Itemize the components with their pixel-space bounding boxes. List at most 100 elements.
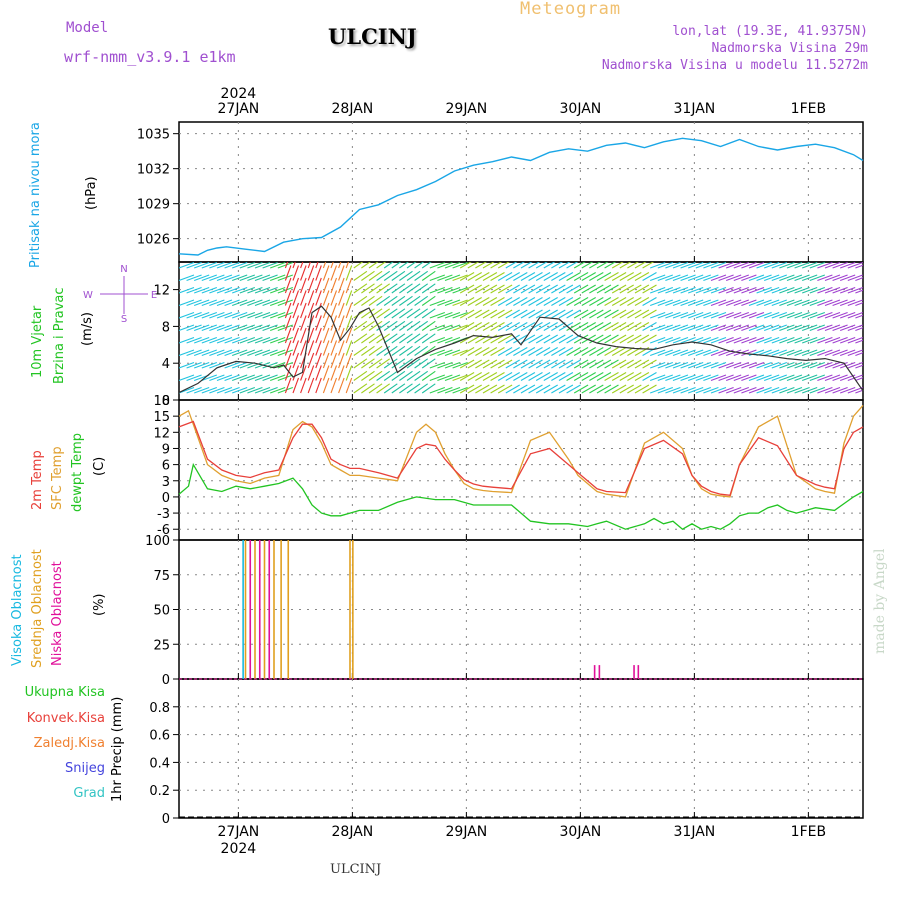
wind-barb [414, 358, 429, 369]
wind-barb [824, 262, 841, 269]
wind-barb [247, 349, 263, 357]
wind-barb [437, 386, 453, 394]
wind-barb [832, 324, 848, 332]
wind-barb [596, 359, 612, 369]
wind-barb [444, 349, 461, 357]
wind-barb [680, 324, 696, 332]
wind-barb [794, 262, 810, 269]
wind-barb [284, 290, 292, 306]
wind-barb [726, 374, 742, 382]
wind-barb [497, 359, 513, 369]
wind-barb [634, 322, 650, 331]
wind-barb [688, 262, 704, 269]
wind-barb [786, 374, 803, 382]
wind-barb [786, 311, 803, 319]
wind-barb [710, 311, 727, 319]
wind-barb [657, 311, 673, 319]
wind-barb [627, 359, 642, 369]
wind-barb [528, 372, 543, 381]
wind-barb [239, 262, 255, 269]
wind-barb [490, 284, 505, 294]
wind-barb [657, 274, 673, 282]
wind-barb [619, 372, 634, 381]
wind-barb [277, 336, 293, 344]
wind-barb [657, 374, 673, 382]
wind-barb [383, 370, 398, 381]
wind-barb [726, 361, 742, 369]
wind-barb [779, 336, 795, 344]
wind-barb [194, 274, 210, 282]
wind-barb [186, 286, 202, 294]
wind-barb [444, 311, 461, 319]
wind-barb [589, 297, 604, 306]
wind-barb [497, 284, 513, 294]
wind-barb [756, 274, 772, 282]
wind-barb [748, 274, 765, 282]
wind-barb [383, 295, 398, 306]
wind-barb [353, 320, 368, 331]
wind-barb [817, 324, 833, 332]
wind-barb [543, 334, 558, 344]
y-tick-label: 50 [153, 604, 170, 619]
wind-barb [459, 297, 475, 306]
wind-barb [680, 349, 696, 357]
wind-barb [718, 324, 734, 332]
wind-barb [840, 336, 856, 344]
wind-barb [520, 384, 536, 394]
wind-barb [627, 284, 642, 294]
wind-barb [262, 336, 278, 344]
wind-barb [459, 262, 472, 269]
wind-barb [543, 272, 558, 281]
wind-barb [224, 311, 240, 319]
wind-barb [589, 309, 604, 319]
station-title: ULCINJ [328, 24, 417, 49]
wind-barb [490, 347, 505, 356]
wind-barb [345, 302, 353, 319]
wind-barb [551, 359, 566, 369]
wind-barb [284, 277, 292, 294]
wind-barb [216, 324, 233, 332]
wind-barb [809, 286, 825, 294]
wind-barb [528, 272, 543, 281]
wind-barb [802, 286, 818, 294]
wind-barb [361, 383, 375, 394]
wind-barb [209, 286, 225, 294]
wind-barb [322, 277, 330, 294]
wind-barb [581, 359, 596, 369]
wind-barb [589, 322, 604, 331]
wind-barb [414, 383, 429, 394]
wind-barb [733, 374, 749, 382]
wind-barb [475, 284, 490, 294]
wind-barb [383, 283, 398, 294]
wind-barb [779, 311, 795, 319]
wind-barb [315, 327, 322, 344]
wind-barb [642, 272, 657, 281]
wind-barb [733, 299, 749, 307]
wind-barb [284, 262, 289, 269]
wind-barb [650, 386, 666, 394]
wind-barb [315, 290, 322, 306]
wind-barb [558, 309, 574, 319]
wind-barb [650, 274, 666, 282]
wind-barb [543, 372, 558, 381]
wind-barb [459, 272, 475, 281]
wind-barb [809, 336, 825, 344]
wind-barb [232, 311, 248, 319]
wind-barb [672, 349, 689, 357]
wind-barb [194, 262, 210, 269]
wind-barb [672, 361, 689, 369]
dewpoint-line [178, 462, 864, 530]
wind-barb [520, 272, 536, 281]
x-tick-label-top: 28JAN [332, 101, 374, 117]
wind-barb [505, 347, 520, 356]
wind-barb [847, 361, 863, 369]
wind-barb [604, 334, 619, 344]
wind-barb [330, 352, 338, 369]
wind-barb [399, 333, 413, 344]
wind-barb [596, 334, 612, 344]
wind-barb [505, 372, 520, 381]
wind-barb [558, 347, 574, 356]
wind-barb [748, 386, 765, 394]
wind-barb [847, 336, 863, 344]
